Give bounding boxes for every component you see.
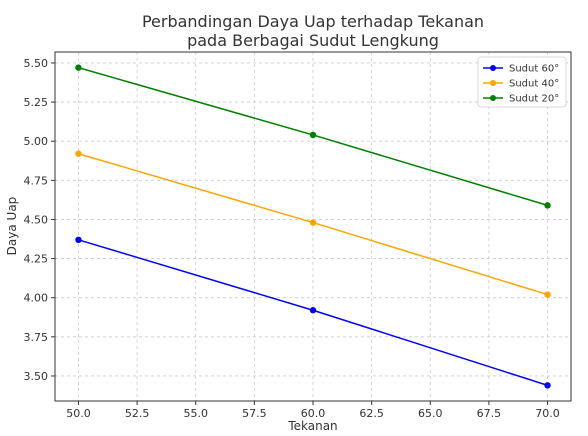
x-tick-label: 55.0 [183,407,208,420]
legend-label: Sudut 40° [509,79,559,90]
series-lines [75,64,551,389]
legend: Sudut 60° Sudut 40° Sudut 20° [477,56,567,108]
x-tick-label: 62.5 [359,407,384,420]
x-tick-label: 60.0 [301,407,326,420]
x-tick-label: 65.0 [418,407,443,420]
legend-marker [490,80,496,86]
legend-label: Sudut 20° [509,94,559,105]
x-tick-label: 67.5 [477,407,502,420]
x-tick-label: 50.0 [66,407,91,420]
legend-marker [490,65,496,71]
data-point [309,219,317,226]
y-tick-label: 4.75 [24,174,49,187]
data-point [309,307,317,314]
y-tick-label: 3.75 [24,331,49,344]
data-point [75,150,82,157]
y-tick-label: 5.50 [24,57,49,70]
legend-marker [490,95,496,101]
chart-title-line-2: pada Berbagai Sudut Lengkung [187,31,439,50]
y-tick-label: 4.25 [24,253,49,266]
x-axis-label: Tekanan [287,419,337,433]
data-point [75,236,82,244]
x-tick-label: 70.0 [535,407,560,420]
y-tick-label: 5.00 [24,135,49,148]
legend-box [477,56,567,108]
y-tick-label: 3.50 [24,370,49,383]
legend-label: Sudut 60° [509,64,559,75]
data-point [544,382,551,389]
x-tick-label: 52.5 [125,407,150,420]
y-tick-label: 4.00 [24,292,49,305]
data-point [544,202,551,209]
y-axis-label: Daya Uap [5,197,19,256]
x-tick-label: 57.5 [242,407,267,420]
grid [55,52,571,401]
axis-ticks: 50.0 52.5 55.0 57.5 60.0 62.5 65.0 67.5 70.0 3.50… [24,57,560,420]
data-point [309,131,317,139]
data-point [75,64,82,71]
data-point [544,291,551,298]
chart-title-line-1: Perbandingan Daya Uap terhadap Tekanan [142,12,484,31]
y-tick-label: 5.25 [24,96,49,109]
y-tick-label: 4.50 [24,213,49,226]
